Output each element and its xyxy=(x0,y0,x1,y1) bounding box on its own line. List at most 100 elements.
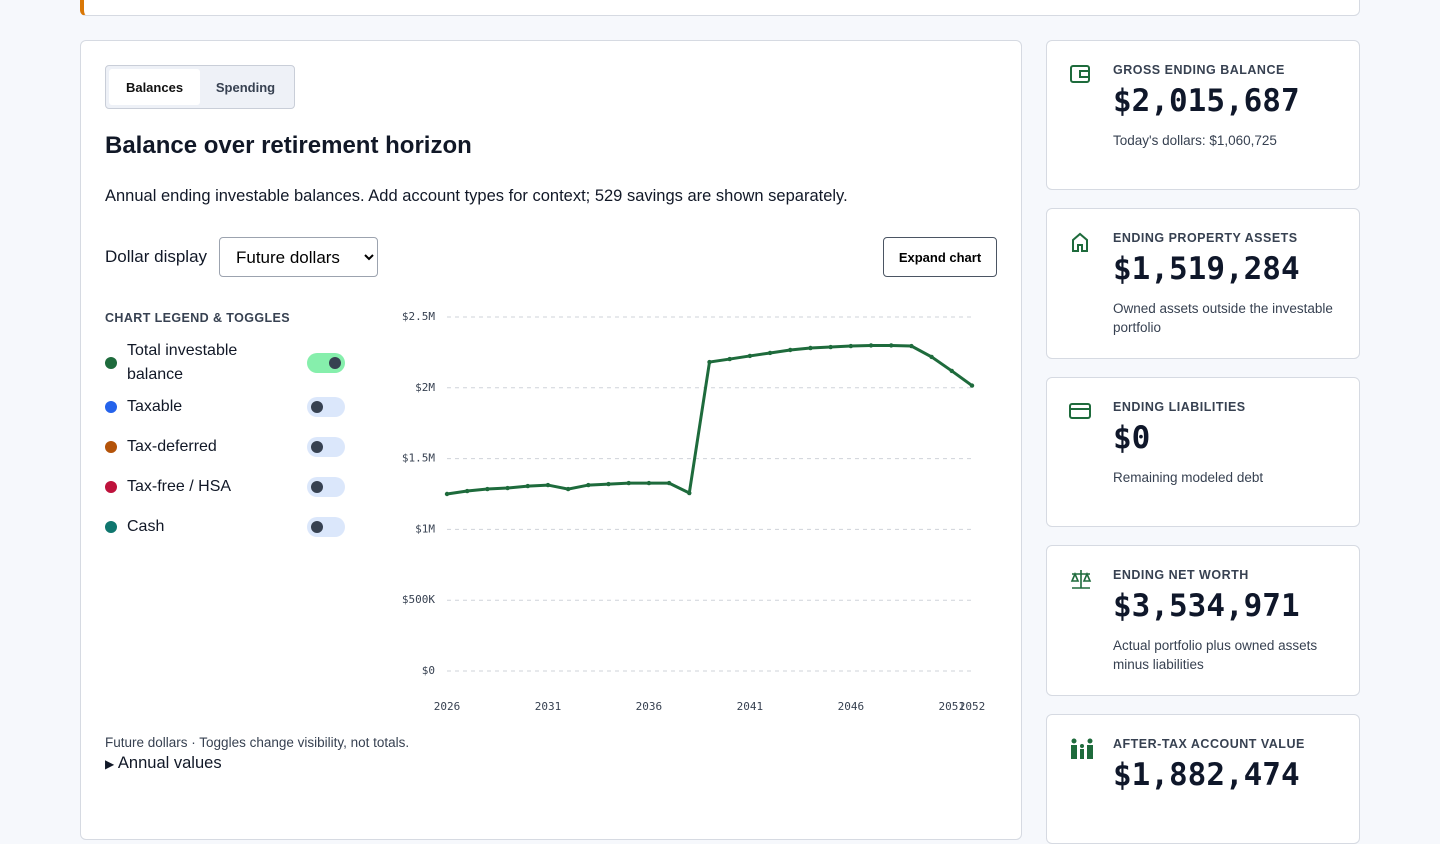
toggle-knob xyxy=(311,481,323,493)
legend-title: CHART LEGEND & TOGGLES xyxy=(105,311,290,325)
y-tick-label: $2M xyxy=(415,381,435,394)
legend-dot xyxy=(105,481,117,493)
select-label: Dollar display xyxy=(105,247,208,266)
point xyxy=(747,353,753,359)
x-tick-label: 2036 xyxy=(636,700,663,713)
expand-button[interactable]: Expand chart xyxy=(883,237,997,277)
point xyxy=(545,482,551,488)
card-value: $3,534,971 xyxy=(1113,588,1300,624)
point xyxy=(889,343,894,348)
tab[interactable]: Balances xyxy=(109,69,200,105)
legend-dot xyxy=(105,441,117,453)
toggle-knob xyxy=(311,441,323,453)
card-title: AFTER-TAX ACCOUNT VALUE xyxy=(1113,737,1305,751)
card-value: $0 xyxy=(1113,420,1151,456)
point xyxy=(949,368,955,374)
x-tick-label: 2051 xyxy=(939,700,966,713)
card-note: Actual portfolio plus owned assets minus… xyxy=(1113,638,1318,672)
footnote: Future dollars · Toggles change visibili… xyxy=(105,735,410,750)
point xyxy=(687,490,692,496)
card-note: Remaining modeled debt xyxy=(1113,470,1264,485)
point xyxy=(808,345,813,351)
legend-row: Tax-deferred xyxy=(105,435,345,459)
chart-panel xyxy=(80,40,1022,840)
icon xyxy=(1072,232,1088,252)
legend-label: Total investable balance xyxy=(127,342,238,383)
toggle[interactable] xyxy=(307,353,345,373)
legend-row: Cash xyxy=(105,515,345,539)
toggle-knob xyxy=(329,357,341,369)
legend-label: Tax-deferred xyxy=(127,438,217,455)
legend-dot xyxy=(105,521,117,533)
x-tick-label: 2026 xyxy=(434,700,461,713)
y-tick-label: $2.5M xyxy=(402,310,435,323)
chart: $0 $500K $1M $1.5M $2M $2.5M 2026 2031 2036 2041 2… xyxy=(402,310,986,713)
toggle[interactable] xyxy=(307,517,345,537)
card-title: GROSS ENDING BALANCE xyxy=(1113,63,1285,77)
card-title: ENDING NET WORTH xyxy=(1113,568,1249,582)
toggle-knob xyxy=(311,401,323,413)
point xyxy=(848,343,854,349)
details-toggle[interactable]: ▶ Annual values xyxy=(105,754,222,772)
point xyxy=(788,347,793,353)
point xyxy=(868,343,874,348)
toggle-knob xyxy=(311,521,323,533)
card-title: ENDING LIABILITIES xyxy=(1113,400,1246,414)
point xyxy=(444,491,450,497)
card-title: ENDING PROPERTY ASSETS xyxy=(1113,231,1298,245)
details-label: Annual values xyxy=(117,754,222,772)
point xyxy=(485,486,490,492)
toggle[interactable] xyxy=(307,397,345,417)
legend-row: Tax-free / HSA xyxy=(105,475,345,499)
legend-row: Total investable balance xyxy=(105,339,345,387)
x-tick-label: 2046 xyxy=(838,700,865,713)
point xyxy=(929,354,934,360)
point xyxy=(767,350,773,356)
stat-card: ENDING NET WORTH $3,534,971 Actual portf… xyxy=(1046,545,1360,696)
x-tick-label: 2031 xyxy=(535,700,562,713)
point xyxy=(969,383,975,388)
card-value: $2,015,687 xyxy=(1113,83,1300,119)
tabs: Balances Spending xyxy=(105,65,295,109)
legend-dot xyxy=(105,401,117,413)
point xyxy=(525,483,530,489)
y-tick-label: $1.5M xyxy=(402,452,435,465)
point xyxy=(666,480,672,486)
point xyxy=(707,359,712,365)
dollar-select[interactable]: Future dollars xyxy=(219,237,378,277)
y-tick-label: $500K xyxy=(402,593,435,606)
icon xyxy=(1070,570,1092,589)
legend-label: Cash xyxy=(127,518,165,535)
legend-row: Taxable xyxy=(105,395,345,419)
point xyxy=(727,356,732,362)
x-tick-label: 2041 xyxy=(737,700,764,713)
point xyxy=(626,480,631,486)
stat-card: AFTER-TAX ACCOUNT VALUE $1,882,474 xyxy=(1046,714,1360,844)
toggle[interactable] xyxy=(307,437,345,457)
legend-dot xyxy=(105,357,117,369)
y-tick-label: $1M xyxy=(415,522,435,535)
toggle[interactable] xyxy=(307,477,345,497)
card-value: $1,519,284 xyxy=(1113,251,1300,287)
stat-card: GROSS ENDING BALANCE $2,015,687 Today's … xyxy=(1046,40,1360,190)
y-tick-label: $0 xyxy=(422,664,435,677)
point xyxy=(505,485,510,491)
x-tick-label: 2052 xyxy=(959,700,986,713)
card-note: Today's dollars: $1,060,725 xyxy=(1113,133,1277,148)
icon xyxy=(1070,65,1090,83)
heading: Balance over retirement horizon xyxy=(105,132,472,159)
point xyxy=(586,482,591,488)
top-banner xyxy=(80,0,1360,16)
description: Annual ending investable balances. Add a… xyxy=(105,187,848,205)
tab[interactable]: Spending xyxy=(215,79,276,95)
point xyxy=(606,481,611,487)
stat-card: ENDING LIABILITIES $0 Remaining modeled … xyxy=(1046,377,1360,527)
point xyxy=(646,480,652,486)
card-value: $1,882,474 xyxy=(1113,757,1300,793)
icon xyxy=(1069,403,1091,419)
legend-label: Taxable xyxy=(127,398,183,415)
series-line xyxy=(446,343,973,496)
card-note: Owned assets outside the investable port… xyxy=(1113,301,1333,335)
icon xyxy=(1071,738,1093,759)
page: Balances Spending Balance over retiremen… xyxy=(80,0,1360,844)
